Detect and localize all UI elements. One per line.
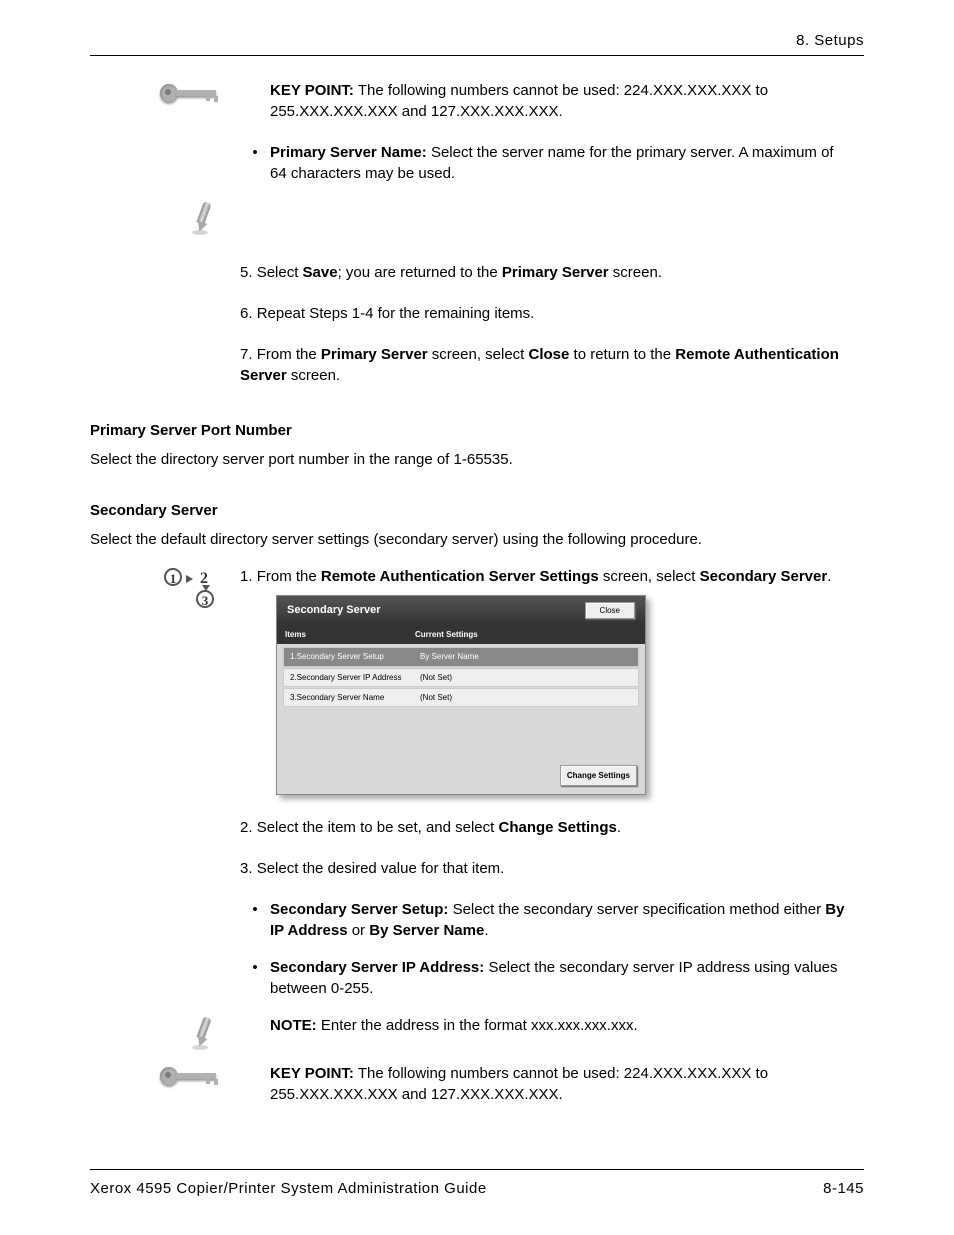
keypoint-2: KEY POINT: The following numbers cannot … xyxy=(240,1063,854,1105)
key-icon xyxy=(160,80,220,106)
bullet-primary-server-name: • Primary Server Name: Select the server… xyxy=(240,142,854,184)
list-item[interactable]: 2.Secondary Server IP Address (Not Set) xyxy=(283,668,639,687)
header-section: 8. Setups xyxy=(796,32,864,49)
footer-page-number: 8-145 xyxy=(823,1178,864,1199)
note-address-format: NOTE: Enter the address in the format xx… xyxy=(240,1015,854,1036)
shot-header-row: Items Current Settings xyxy=(277,625,645,644)
secondary-server-screenshot: Secondary Server Close Items Current Set… xyxy=(276,595,646,795)
para-secondary-server: Select the default directory server sett… xyxy=(90,529,854,550)
heading-port-number: Primary Server Port Number xyxy=(90,420,854,441)
key-icon xyxy=(160,1063,220,1089)
step-6: 6. Repeat Steps 1-4 for the remaining it… xyxy=(240,303,854,324)
change-settings-button[interactable]: Change Settings xyxy=(560,765,637,786)
pen-icon xyxy=(190,200,220,236)
bullet-secondary-ip: • Secondary Server IP Address: Select th… xyxy=(240,957,854,999)
para-port-number: Select the directory server port number … xyxy=(90,449,854,470)
page-header: 8. Setups xyxy=(90,30,864,56)
step-5: 5. Select Save; you are returned to the … xyxy=(240,262,854,283)
footer-title: Xerox 4595 Copier/Printer System Adminis… xyxy=(90,1178,487,1199)
heading-secondary-server: Secondary Server xyxy=(90,500,854,521)
pen-icon xyxy=(190,1015,220,1051)
list-item[interactable]: 3.Secondary Server Name (Not Set) xyxy=(283,688,639,707)
page-footer: Xerox 4595 Copier/Printer System Adminis… xyxy=(90,1169,864,1199)
secondary-step-2: 2. Select the item to be set, and select… xyxy=(240,817,854,838)
steps-123-icon: 1 2 3 xyxy=(164,566,220,612)
list-item[interactable]: 1.Secondary Server Setup By Server Name xyxy=(283,647,639,666)
close-button[interactable]: Close xyxy=(585,602,635,619)
secondary-step-1: 1. From the Remote Authentication Server… xyxy=(240,566,854,587)
keypoint-1: KEY POINT: The following numbers cannot … xyxy=(240,80,854,122)
shot-title: Secondary Server xyxy=(287,603,381,618)
step-7: 7. From the Primary Server screen, selec… xyxy=(240,344,854,386)
bullet-secondary-setup: • Secondary Server Setup: Select the sec… xyxy=(240,899,854,941)
secondary-step-3: 3. Select the desired value for that ite… xyxy=(240,858,854,879)
